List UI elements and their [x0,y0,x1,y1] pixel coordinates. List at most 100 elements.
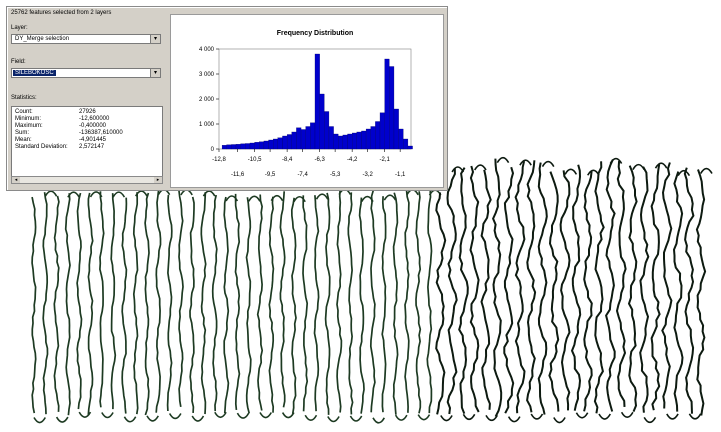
histogram-bar [282,135,288,150]
contour-line [605,159,616,412]
contour-fold [168,413,182,420]
y-tick-label: 1 000 [199,122,215,128]
chevron-down-icon[interactable]: ▾ [150,35,160,43]
contour-fold [677,169,691,177]
contour-fold [123,416,137,423]
contour-fold [304,414,318,422]
contour-fold [44,190,58,197]
contour-line [268,196,275,413]
contour-fold [620,411,634,418]
x-tick-label: -11,6 [231,172,245,178]
chevron-down-icon[interactable]: ▾ [150,69,160,77]
contour-fold [372,417,385,424]
contour-line [503,166,515,414]
contour-fold [327,416,340,423]
histogram-bar [324,111,330,150]
contour-fold [474,164,487,171]
contour-line [256,194,264,411]
stat-row-maximum: Maximum: -0,400000 [15,123,107,129]
histogram-bar [333,133,339,150]
contour-fold [214,411,227,419]
contour-line [435,192,447,415]
contour-line [245,197,252,414]
scroll-left-icon[interactable]: ◂ [12,177,20,183]
contour-line [31,196,37,414]
contour-line [661,162,673,409]
histogram-panel: Frequency Distribution 0 1 000 2 000 3 000 4 … [170,14,444,188]
histogram-bar [226,144,232,150]
contour-line [144,192,150,416]
histogram-bar [342,134,348,150]
contour-line [404,190,410,413]
histogram-bar [291,131,297,150]
contour-fold [146,415,159,422]
histogram-bar [268,139,274,150]
contour-line [514,160,526,414]
contour-fold [101,412,114,419]
histogram-bar [328,126,334,150]
contour-fold [587,169,600,176]
contour-line [290,197,297,414]
contour-fold [417,414,431,421]
field-select[interactable]: SILEBOKOSC ▾ [11,68,161,78]
contour-fold [349,415,363,422]
contour-fold [67,191,80,198]
contour-line [132,192,139,415]
contour-line [369,190,376,413]
x-tick-label: -4,2 [347,157,358,163]
contour-fold [394,414,408,421]
contour-fold [507,416,521,423]
contour-line [313,195,320,412]
histogram-bar [296,127,302,150]
contour-fold [202,190,216,197]
contour-line [458,167,469,414]
histogram-bar [407,145,413,150]
histogram-bar [365,128,371,150]
contour-fold [654,162,668,169]
stat-row-minimum: Minimum: -12,600000 [15,116,110,122]
field-select-value: SILEBOKOSC [13,70,56,76]
contour-fold [609,157,623,164]
contour-line [639,166,650,413]
contour-line [53,195,60,412]
horizontal-scrollbar[interactable]: ◂ ▸ [11,176,163,184]
contour-line [64,193,71,416]
contour-line [42,192,49,415]
histogram-bar [277,137,283,150]
contour-fold [598,413,611,420]
contour-line [695,169,707,416]
frequency-histogram: Frequency Distribution 0 1 000 2 000 3 000 4 … [199,30,413,178]
contour-fold [643,416,657,424]
histogram-bar [347,133,353,150]
histogram-bar [300,129,306,150]
contour-line [155,190,162,413]
contour-line [223,196,230,414]
contour-line [381,196,387,413]
scroll-right-icon[interactable]: ▸ [154,177,162,183]
layer-select[interactable]: DY_Merge selection ▾ [11,34,161,44]
contour-line [627,165,638,412]
y-tick-label: 2 000 [199,97,215,103]
contour-line [469,165,480,413]
contour-fold [700,167,713,174]
contour-line [234,193,241,410]
contour-fold [575,412,589,419]
contour-fold [315,193,329,200]
contour-line [324,192,331,415]
contour-line [110,193,117,410]
contour-line [650,164,661,411]
contour-fold [564,168,578,175]
contour-line [178,190,184,408]
histogram-bar [235,144,241,150]
contour-line [559,170,571,411]
contour-fold [530,413,544,420]
histogram-bar [379,112,385,150]
x-tick-label: -8,4 [282,157,293,163]
x-tick-label: -3,2 [362,172,373,178]
histogram-bar [398,128,404,150]
statistics-list[interactable]: Count: 27926 Minimum: -12,600000 Maximum: -… [11,106,163,177]
histogram-bar [273,138,278,150]
contour-fold [112,191,126,198]
x-tick-label: -1,1 [395,172,406,178]
